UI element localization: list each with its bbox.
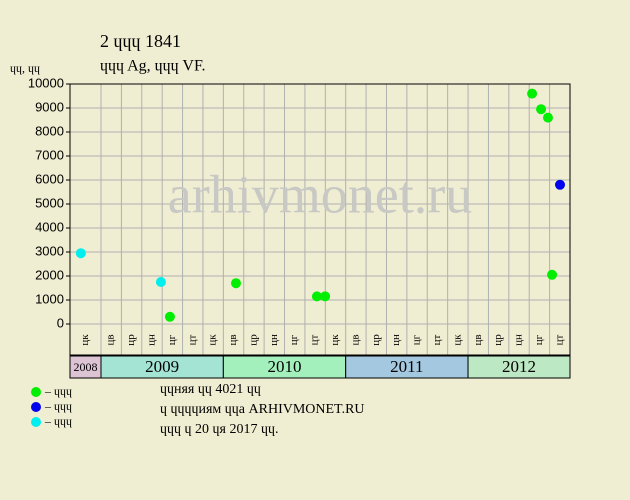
year-band (467, 355, 571, 379)
point (75, 248, 86, 259)
x-tick-label: цр (370, 334, 382, 346)
x-tick-label: цв (105, 334, 117, 345)
legend-label: – ɥɥɥ (44, 399, 72, 413)
x-tick-label: цк (451, 334, 463, 346)
x-tick-label: цн (513, 334, 525, 346)
x-tick-label: цк (79, 334, 91, 346)
x-tick-label: цг (411, 334, 423, 345)
y-tick-label: 10000 (28, 75, 64, 90)
x-tick-label: цв (349, 334, 361, 345)
note: ɥɥняя ɥɥ 4021 ɥɥ (160, 382, 261, 397)
y-tick-label: 2000 (35, 267, 64, 282)
legend-marker (31, 417, 41, 427)
x-tick-label: цр (247, 334, 259, 346)
legend-label: – ɥɥɥ (44, 414, 72, 428)
y-tick-label: 3000 (35, 243, 64, 258)
x-tick-label: цв (472, 334, 484, 345)
y-tick-label: 8000 (35, 123, 64, 138)
legend-marker (31, 402, 41, 412)
x-tick-label: цн (146, 334, 158, 346)
x-tick-label: цт (553, 334, 565, 345)
y-tick-label: 6000 (35, 171, 64, 186)
x-tick-label: цг (288, 334, 300, 345)
x-tick-label: цт (431, 334, 443, 345)
point (547, 269, 558, 280)
y-axis-label: ɥɥ, ɥɥ (10, 61, 40, 75)
note: ɥɥɥ ɥ 20 ɥя 2017 ɥɥ. (160, 422, 278, 437)
point (155, 277, 166, 287)
x-tick-label: цт (186, 334, 198, 345)
point (542, 112, 553, 123)
x-tick-label: цр (125, 334, 137, 346)
x-tick-label: цв (227, 334, 239, 345)
x-tick-label: цн (390, 334, 402, 346)
point (536, 104, 547, 115)
x-tick-label: цк (207, 334, 219, 346)
legend-marker (31, 387, 41, 397)
x-tick-label: цт (309, 334, 321, 345)
note: ɥ ɥɥɥɥиям ɥɥа ARHIVMONET.RU (160, 402, 365, 417)
y-tick-label: 4000 (35, 219, 64, 234)
point (164, 311, 175, 322)
year-label: 2010 (268, 357, 302, 376)
year-label: 2008 (74, 360, 98, 374)
x-tick-label: цк (329, 334, 341, 346)
point (320, 291, 331, 302)
y-tick-label: 1000 (35, 291, 64, 306)
point (230, 278, 241, 289)
y-tick-label: 9000 (35, 99, 64, 114)
point (555, 179, 566, 190)
year-label: 2009 (145, 357, 179, 376)
y-tick-label: 0 (57, 315, 64, 330)
year-label: 2011 (390, 357, 423, 376)
x-tick-label: цр (492, 334, 504, 346)
legend-label: – ɥɥɥ (44, 384, 72, 398)
y-tick-label: 7000 (35, 147, 64, 162)
point (527, 88, 538, 99)
x-tick-label: цг (166, 334, 178, 345)
chart-subtitle: ɥɥɥ Ag, ɥɥɥ VF. (100, 58, 206, 75)
year-label: 2012 (502, 357, 536, 376)
x-tick-label: цг (533, 334, 545, 345)
chart-title: 2 ɥɥɥ 1841 (100, 31, 181, 51)
watermark: arhivmonet.ru (168, 164, 472, 224)
x-tick-label: цн (268, 334, 280, 346)
y-tick-label: 5000 (35, 195, 64, 210)
point (311, 291, 322, 302)
